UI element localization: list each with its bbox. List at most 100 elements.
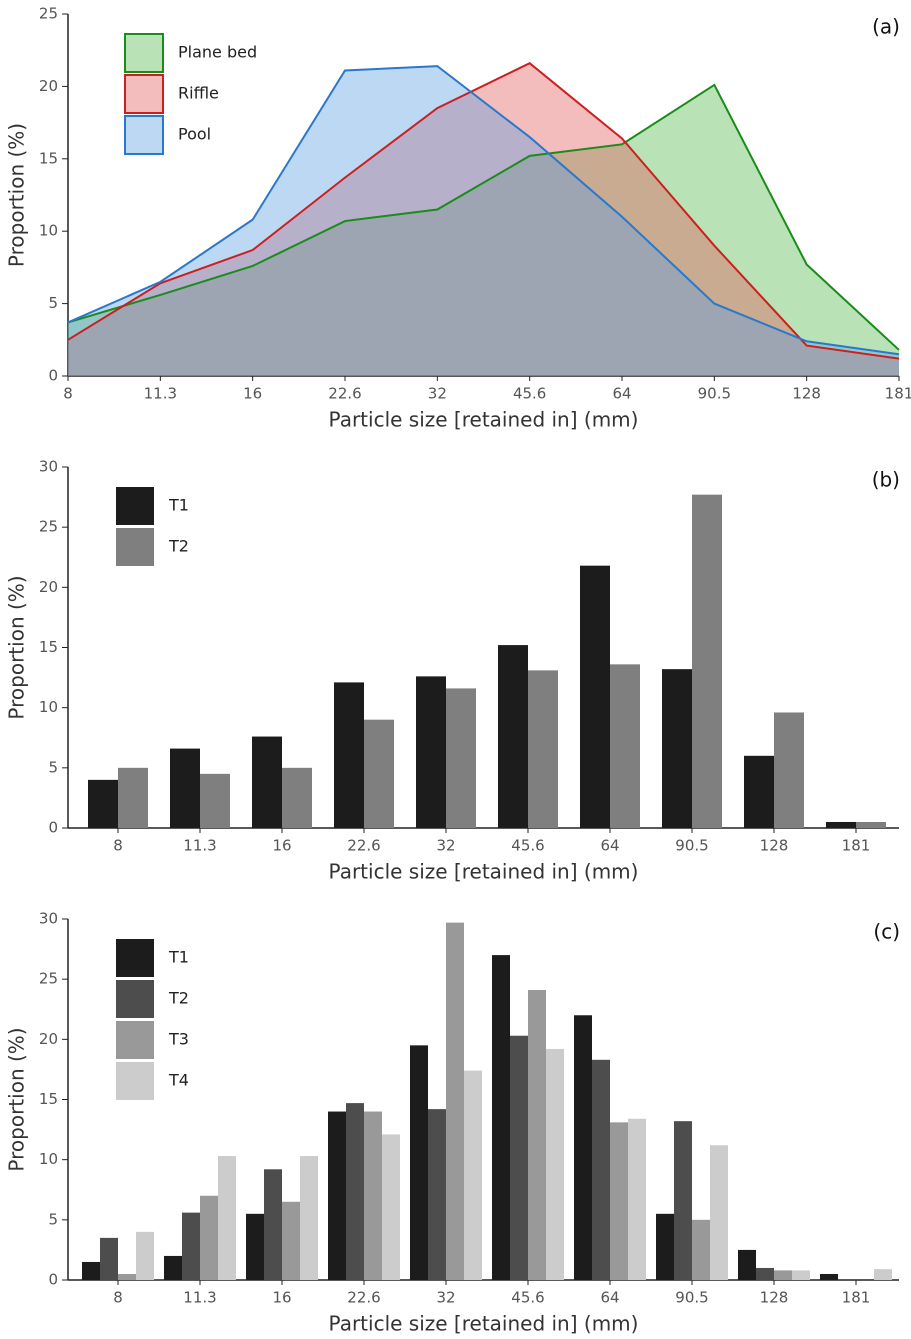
bar bbox=[574, 1015, 592, 1280]
bar bbox=[136, 1231, 154, 1280]
bar bbox=[610, 664, 640, 828]
bar bbox=[264, 1169, 282, 1280]
x-tick-label: 22.6 bbox=[328, 385, 361, 403]
y-tick-label: 15 bbox=[39, 149, 58, 167]
legend-swatch bbox=[124, 74, 164, 114]
y-tick-label: 0 bbox=[48, 367, 58, 385]
area bbox=[68, 84, 899, 377]
bar bbox=[774, 1270, 792, 1280]
bar bbox=[346, 1103, 364, 1280]
y-tick-label: 25 bbox=[39, 5, 58, 23]
x-tick-label: 128 bbox=[760, 1289, 789, 1307]
bar bbox=[252, 736, 282, 828]
bar bbox=[510, 1035, 528, 1280]
bar bbox=[200, 1195, 218, 1280]
y-tick-label: 10 bbox=[39, 222, 58, 240]
bar bbox=[334, 682, 364, 828]
bar bbox=[662, 669, 692, 828]
bar bbox=[528, 670, 558, 828]
bar bbox=[738, 1249, 756, 1280]
legend-label: T2 bbox=[168, 537, 189, 556]
y-tick-label: 10 bbox=[39, 698, 58, 716]
bar bbox=[164, 1255, 182, 1280]
y-tick-label: 25 bbox=[39, 970, 58, 988]
legend-swatch bbox=[116, 980, 154, 1018]
bar bbox=[774, 712, 804, 828]
x-tick-label: 128 bbox=[760, 837, 789, 855]
panel-label: (a) bbox=[872, 15, 900, 39]
bar bbox=[610, 1122, 628, 1280]
bar bbox=[182, 1212, 200, 1280]
x-tick-label: 64 bbox=[600, 1289, 619, 1307]
bar bbox=[170, 748, 200, 828]
panel-label: (c) bbox=[873, 920, 900, 944]
bar bbox=[710, 1145, 728, 1280]
bar bbox=[528, 989, 546, 1280]
x-tick-label: 45.6 bbox=[511, 1289, 544, 1307]
line bbox=[67, 83, 900, 351]
bar bbox=[580, 565, 610, 828]
y-tick-label: 5 bbox=[48, 758, 58, 776]
y-tick-label: 20 bbox=[39, 77, 58, 95]
x-tick-label: 22.6 bbox=[347, 837, 380, 855]
x-tick-label: 181 bbox=[842, 837, 871, 855]
x-axis-label: Particle size [retained in] (mm) bbox=[329, 860, 639, 884]
bar bbox=[118, 1273, 136, 1280]
bar bbox=[118, 767, 148, 828]
x-tick-label: 8 bbox=[63, 385, 73, 403]
x-tick-label: 45.6 bbox=[511, 837, 544, 855]
y-tick-label: 20 bbox=[39, 1030, 58, 1048]
bar bbox=[756, 1267, 774, 1280]
x-tick-label: 8 bbox=[113, 1289, 123, 1307]
bar bbox=[656, 1213, 674, 1280]
x-tick-label: 128 bbox=[792, 385, 821, 403]
bar bbox=[200, 773, 230, 828]
bar bbox=[792, 1270, 810, 1280]
x-tick-label: 181 bbox=[885, 385, 911, 403]
x-tick-label: 90.5 bbox=[675, 837, 708, 855]
bar bbox=[744, 755, 774, 828]
bar bbox=[246, 1213, 264, 1280]
legend-swatch bbox=[124, 115, 164, 155]
x-tick-label: 32 bbox=[436, 1289, 455, 1307]
x-tick-label: 90.5 bbox=[698, 385, 731, 403]
legend-label: Riffle bbox=[178, 84, 219, 103]
legend-label: Pool bbox=[178, 125, 211, 144]
bar bbox=[856, 821, 886, 828]
bar bbox=[382, 1134, 400, 1280]
legend-swatch bbox=[116, 1062, 154, 1100]
x-tick-label: 32 bbox=[428, 385, 447, 403]
bar bbox=[364, 719, 394, 828]
bar bbox=[446, 922, 464, 1280]
bar bbox=[282, 767, 312, 828]
x-tick-label: 16 bbox=[272, 837, 291, 855]
y-tick-label: 20 bbox=[39, 578, 58, 596]
panel-label: (b) bbox=[872, 468, 900, 492]
bar bbox=[446, 688, 476, 828]
legend-label: T3 bbox=[168, 1030, 189, 1049]
x-tick-label: 90.5 bbox=[675, 1289, 708, 1307]
legend-swatch bbox=[116, 939, 154, 977]
bar bbox=[692, 1219, 710, 1280]
bar bbox=[674, 1121, 692, 1280]
y-tick-label: 30 bbox=[39, 458, 58, 476]
y-tick-label: 15 bbox=[39, 638, 58, 656]
x-tick-label: 181 bbox=[842, 1289, 871, 1307]
y-tick-label: 25 bbox=[39, 518, 58, 536]
x-axis-label: Particle size [retained in] (mm) bbox=[329, 1312, 639, 1336]
legend-label: T4 bbox=[168, 1071, 189, 1090]
bar bbox=[218, 1156, 236, 1280]
x-tick-label: 32 bbox=[436, 837, 455, 855]
area bbox=[68, 66, 899, 377]
line bbox=[67, 65, 900, 356]
x-tick-label: 64 bbox=[600, 837, 619, 855]
bar bbox=[820, 1273, 838, 1280]
bar bbox=[492, 955, 510, 1280]
x-tick-label: 64 bbox=[612, 385, 631, 403]
bar bbox=[100, 1237, 118, 1280]
legend-swatch bbox=[124, 33, 164, 73]
bar bbox=[826, 821, 856, 828]
bar bbox=[82, 1261, 100, 1280]
bar bbox=[328, 1111, 346, 1280]
